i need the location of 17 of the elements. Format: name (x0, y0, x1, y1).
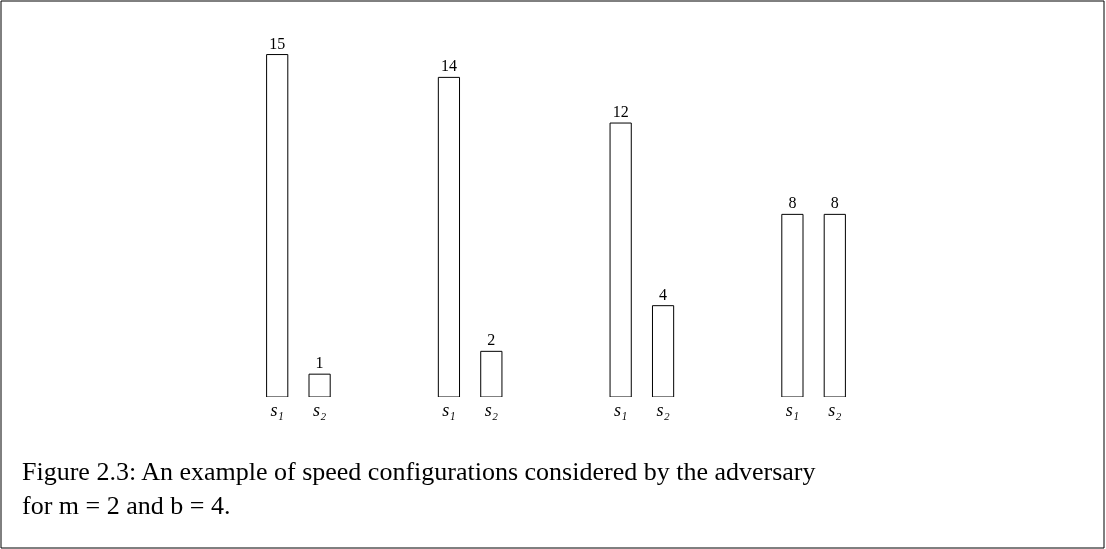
data-label: 12 (612, 103, 629, 121)
x-tick-label: s₁ (614, 400, 628, 420)
data-label: 1 (315, 354, 324, 372)
x-tick-label: s₂ (312, 400, 327, 420)
data-label: 15 (269, 34, 286, 52)
x-tick-label: s₂ (828, 400, 842, 420)
x-tick-label: s₁ (442, 400, 456, 420)
data-label: 8 (830, 194, 839, 212)
x-tick-label: s₂ (484, 400, 498, 420)
x-tick-label: s₂ (656, 400, 670, 420)
x-tick-label: s₁ (785, 400, 800, 420)
data-label: 4 (659, 285, 668, 303)
data-label: 8 (788, 194, 797, 212)
x-tick-label: s₁ (270, 400, 284, 420)
caption: Figure 2.3: An example of speed configurations considered by the adversary for m = 2 and b = 4. (22, 457, 816, 520)
data-label: 14 (440, 57, 457, 75)
data-label: 2 (487, 331, 496, 349)
